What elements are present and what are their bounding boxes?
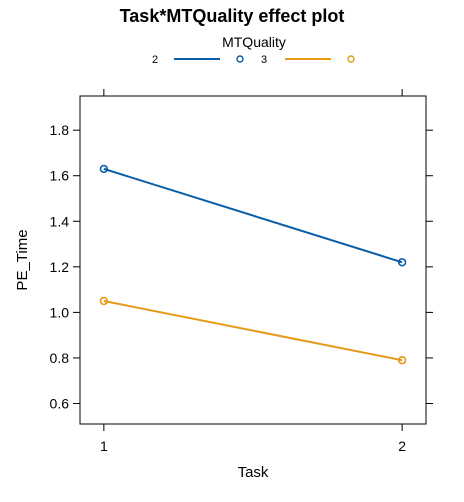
y-tick-label: 1.2 <box>50 259 70 275</box>
series-line-2 <box>103 167 403 264</box>
data-point-series-3-x2 <box>397 356 407 365</box>
legend-marker-3 <box>347 55 355 63</box>
legend: MTQuality 2 3 <box>152 34 355 66</box>
series-layer <box>99 164 407 365</box>
y-tick-label: 1.0 <box>50 304 70 320</box>
y-tick-label: 0.6 <box>50 396 70 412</box>
series-line-3 <box>103 300 403 362</box>
data-point-series-2-x1 <box>99 164 109 174</box>
legend-label-3: 3 <box>261 54 267 66</box>
x-axis-label: Task <box>238 464 269 481</box>
y-tick-label: 1.8 <box>50 122 70 138</box>
legend-marker-2 <box>236 55 244 63</box>
y-tick-label: 1.6 <box>50 168 70 184</box>
legend-title: MTQuality <box>222 34 286 50</box>
y-tick-label: 1.4 <box>50 213 70 229</box>
x-tick-label: 2 <box>398 438 406 454</box>
y-axis-label: PE_Time <box>14 229 31 290</box>
data-point-series-2-x2 <box>397 258 407 267</box>
chart-title: Task*MTQuality effect plot <box>120 6 345 26</box>
axes: 0.6 0.8 1.0 1.2 1.4 1.6 1.8 1 2 <box>50 89 433 454</box>
y-tick-label: 0.8 <box>50 350 70 366</box>
legend-label-2: 2 <box>152 54 158 66</box>
data-point-series-3-x1 <box>99 296 109 306</box>
plot-frame <box>79 95 427 425</box>
x-tick-label: 1 <box>100 438 108 454</box>
